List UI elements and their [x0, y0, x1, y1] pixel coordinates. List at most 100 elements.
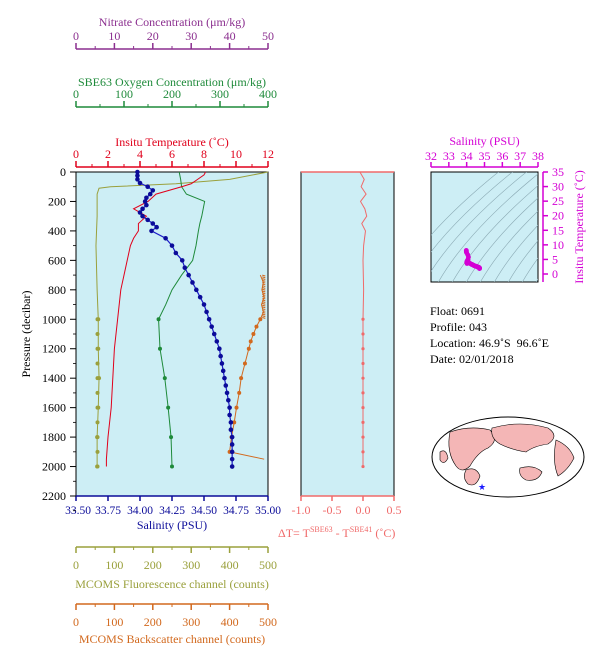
- salinity-point: [197, 294, 203, 300]
- salinity-point: [229, 442, 235, 447]
- oxygen-point: [166, 405, 171, 410]
- ts-isopycnal: [431, 172, 527, 272]
- pressure-axis-tick-label: 400: [48, 224, 66, 238]
- temperature-axis-tick-label: 4: [137, 147, 143, 161]
- delta-plot-area: [300, 171, 395, 497]
- temperature-axis-tick-label: 2: [105, 147, 111, 161]
- nitrate-axis-title: Nitrate Concentration (μm/kg): [99, 15, 245, 29]
- backscatter-spike: [262, 274, 266, 277]
- backscatter-spike: [262, 309, 266, 312]
- ts-isopycnal: [452, 185, 538, 282]
- float-location-marker: ★: [478, 483, 486, 493]
- fluorescence-point: [95, 420, 100, 425]
- salinity-point: [228, 427, 234, 433]
- backscatter-spike: [262, 286, 266, 289]
- fluorescence-point: [95, 435, 100, 440]
- salinity-point: [135, 169, 140, 175]
- temperature-axis-tick-label: 12: [262, 147, 274, 161]
- fluorescence-point: [95, 449, 100, 454]
- backscatter-point: [234, 405, 239, 410]
- oxygen-point: [169, 435, 174, 440]
- backscatter-spike: [262, 313, 266, 316]
- delta-t-point: [361, 450, 365, 454]
- ts-isopycnal: [431, 172, 513, 253]
- map-landmass: [519, 466, 543, 481]
- backscatter-point: [246, 346, 251, 351]
- pressure-axis-tick-label: 800: [48, 283, 66, 297]
- backscatter-spike: [262, 301, 266, 303]
- pressure-axis-tick-label: 2000: [42, 460, 66, 474]
- backscatter-axis-tick-label: 400: [221, 615, 239, 629]
- salinity-point: [179, 258, 185, 263]
- fluorescence-point: [95, 390, 100, 395]
- ts-isopycnal: [431, 172, 499, 236]
- salinity-axis-tick-label: 35.00: [255, 505, 281, 517]
- salinity-point: [209, 324, 214, 329]
- delta-t-line: [359, 171, 368, 467]
- backscatter-axis-tick-label: 300: [182, 615, 200, 629]
- salinity-axis-tick-label: 34.25: [159, 505, 185, 517]
- salinity-point: [169, 243, 175, 248]
- pressure-axis-tick-label: 1800: [42, 430, 66, 444]
- ts-isopycnal: [494, 224, 538, 282]
- oxygen-axis-tick-label: 300: [211, 87, 229, 101]
- oxygen-point: [162, 376, 167, 381]
- ts-temp-axis-tick-label: 5: [552, 252, 558, 266]
- backscatter-spike: [262, 317, 266, 319]
- nitrate-axis-tick-label: 0: [73, 29, 79, 43]
- ts-salinity-axis-tick-label: 37: [514, 149, 526, 163]
- backscatter-spike: [262, 279, 266, 282]
- oxygen-axis-tick-label: 400: [259, 87, 277, 101]
- salinity-point: [227, 405, 232, 410]
- salinity-point: [144, 195, 149, 201]
- backscatter-spike: [262, 278, 266, 280]
- delta-t-point: [361, 391, 365, 395]
- oxygen-axis-tick-label: 0: [73, 87, 79, 101]
- pressure-axis-tick-label: 200: [48, 194, 66, 208]
- temperature-axis-title: Insitu Temperature (˚C): [115, 135, 229, 149]
- salinity-point: [140, 213, 145, 219]
- fluorescence-point: [95, 376, 100, 381]
- salinity-point: [147, 191, 153, 197]
- ts-temp-axis-tick-label: 0: [552, 267, 558, 281]
- fluorescence-axis-tick-label: 200: [144, 558, 162, 572]
- ts-isopycnal: [601, 162, 608, 292]
- map-landmass: [464, 468, 481, 486]
- main-plot-area: [75, 171, 269, 497]
- salinity-point: [150, 221, 156, 226]
- backscatter-spike: [262, 285, 266, 288]
- pressure-axis-tick-label: 600: [48, 253, 66, 267]
- backscatter-spike: [262, 276, 266, 279]
- delta-axis-tick-label: 0.0: [356, 503, 371, 517]
- backscatter-point: [237, 390, 242, 395]
- ts-temp-axis-tick-label: 25: [552, 194, 564, 208]
- salinity-point: [214, 339, 220, 344]
- fluorescence-axis-tick-label: 500: [259, 558, 277, 572]
- salinity-axis-tick-label: 33.75: [95, 505, 121, 517]
- delta-t-point: [361, 406, 365, 410]
- date-info: Date: 02/01/2018: [430, 352, 514, 366]
- salinity-point: [142, 199, 148, 204]
- salinity-point: [137, 210, 143, 215]
- delta-t-point: [361, 435, 365, 439]
- pressure-axis-tick-label: 2200: [42, 489, 66, 503]
- map-landmass: [439, 450, 449, 463]
- fluorescence-point: [95, 405, 100, 410]
- backscatter-point: [239, 376, 244, 381]
- nitrate-axis-tick-label: 40: [224, 29, 236, 43]
- salinity-point: [137, 180, 143, 186]
- ts-salinity-axis-tick-label: 33: [443, 149, 455, 163]
- pressure-axis-tick-label: 1600: [42, 401, 66, 415]
- map-landmass: [491, 423, 555, 453]
- fluorescence-axis-tick-label: 0: [73, 558, 79, 572]
- salinity-point: [145, 217, 150, 223]
- salinity-point: [140, 206, 145, 212]
- ts-isopycnal: [438, 173, 538, 282]
- backscatter-spike: [262, 306, 266, 309]
- temperature-axis-tick-label: 6: [169, 147, 175, 161]
- temperature-axis-tick-label: 8: [201, 147, 207, 161]
- backscatter-point: [242, 361, 247, 366]
- backscatter-axis-title: MCOMS Backscatter channel (counts): [79, 632, 265, 646]
- backscatter-axis-tick-label: 200: [144, 615, 162, 629]
